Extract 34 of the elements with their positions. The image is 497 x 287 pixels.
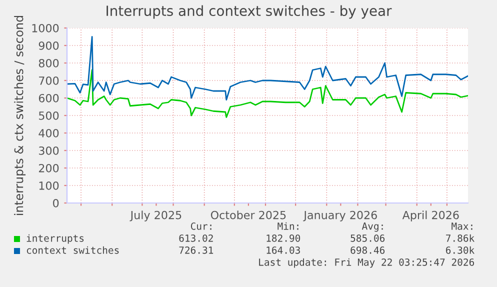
y-tick-label: 200 (38, 164, 59, 172)
y-tick-label: 500 (39, 111, 59, 120)
x-tick-label: July 2025 (130, 210, 182, 222)
y-axis-title: interrupts & ctx switches / second (14, 16, 26, 215)
y-tick-label: 1000 (32, 24, 59, 32)
text: 164.03 (266, 246, 300, 254)
chart-title: Interrupts and context switches - by year (106, 5, 392, 19)
text: Min: (278, 222, 298, 230)
text: 182.90 (266, 234, 300, 242)
y-tick-label: 600 (38, 94, 59, 102)
line-series (67, 69, 468, 118)
text: 585.06 (350, 234, 385, 242)
text: 613.02 (179, 234, 213, 242)
text: 726.31 (179, 246, 214, 254)
legend-label: context switches (26, 246, 119, 254)
line-series (67, 36, 468, 100)
text: Cur: (190, 222, 212, 230)
y-tick-label: 0 (53, 198, 59, 208)
x-tick-label: April 2026 (402, 210, 459, 222)
y-tick-label: 400 (38, 128, 59, 138)
x-tick-label: January 2026 (303, 210, 377, 222)
x-tick-label: October 2025 (210, 210, 286, 220)
y-tick-label: 900 (38, 41, 59, 50)
legend-label: interrupts (26, 234, 84, 244)
y-tick-label: 100 (39, 181, 59, 190)
y-tick-label: 700 (39, 76, 59, 85)
text: 6.30k (446, 246, 474, 254)
text: 698.46 (350, 246, 385, 254)
text: 7.86k (446, 234, 474, 242)
y-tick-label: 800 (38, 58, 59, 68)
text: Max: (452, 222, 472, 230)
text: Last update: Fri May 22 03:25:47 2026 (259, 258, 474, 268)
text: Avg: (362, 222, 383, 232)
y-tick-label: 300 (39, 146, 59, 155)
